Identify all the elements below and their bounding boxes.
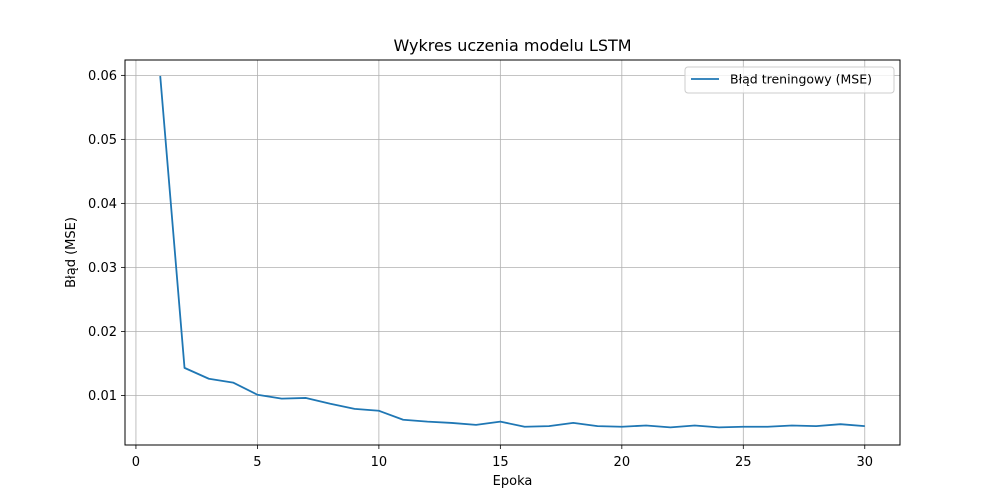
x-tick-label: 30	[856, 455, 873, 470]
x-tick-label: 5	[253, 455, 261, 470]
x-tick-label: 25	[735, 455, 752, 470]
grid	[125, 60, 900, 445]
x-axis-label: Epoka	[493, 474, 533, 489]
y-tick-label: 0.05	[88, 133, 117, 148]
x-tick-label: 15	[492, 455, 509, 470]
y-tick-label: 0.04	[88, 197, 117, 212]
series-line	[159, 75, 865, 429]
x-tick-label: 20	[614, 455, 631, 470]
series-layer	[159, 75, 865, 429]
y-axis-ticks: 0.01 0.02 0.03 0.04 0.05 0.06	[88, 69, 125, 404]
legend-entry-label: Błąd treningowy (MSE)	[730, 72, 872, 87]
legend: Błąd treningowy (MSE)	[684, 66, 895, 94]
y-tick-label: 0.03	[88, 261, 117, 276]
x-tick-label: 10	[371, 455, 388, 470]
y-tick-label: 0.06	[88, 69, 117, 84]
x-axis-ticks: 0 5 10 15 20 25 30	[132, 445, 873, 470]
y-tick-label: 0.01	[88, 389, 117, 404]
plot-area-frame	[124, 59, 901, 446]
y-axis-label: Błąd (MSE)	[64, 217, 79, 288]
chart-title: Wykres uczenia modelu LSTM	[393, 36, 631, 55]
x-tick-label: 0	[132, 455, 140, 470]
legend-box	[684, 66, 895, 94]
y-tick-label: 0.02	[88, 325, 117, 340]
